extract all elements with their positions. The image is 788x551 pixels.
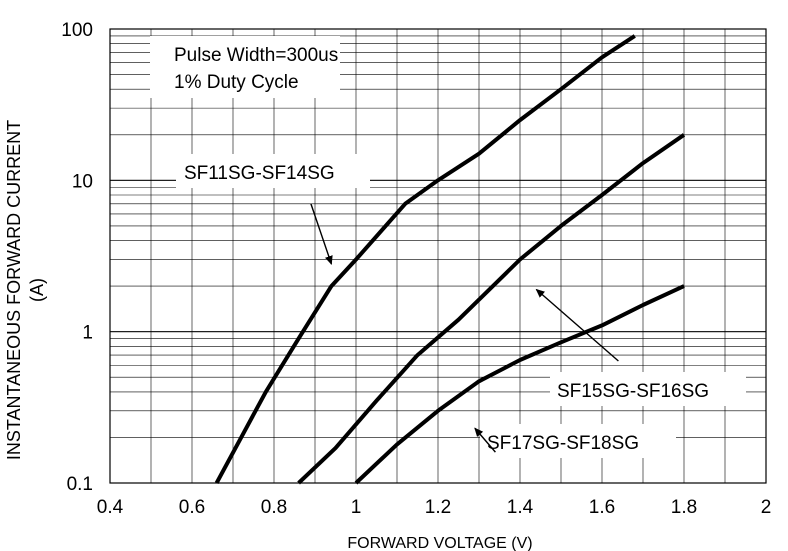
annotation-arrows (310, 203, 619, 453)
annotation-arrow-2 (535, 288, 619, 362)
y-tick-label: 1 (82, 323, 93, 344)
y-axis-label-unit: (A) (27, 278, 47, 302)
x-tick-label: 0.8 (261, 497, 287, 518)
note-line-2: 1% Duty Cycle (174, 72, 299, 93)
series-label-sf15: SF15SG-SF16SG (550, 372, 746, 406)
x-tick-label: 0.4 (97, 497, 124, 518)
x-tick-label: 1 (351, 497, 362, 518)
series-label-sf11: SF11SG-SF14SG (176, 154, 370, 188)
series-label-sf15-text: SF15SG-SF16SG (557, 381, 709, 402)
x-tick-label: 1.8 (671, 497, 697, 518)
curves (214, 34, 686, 485)
plot-frame (109, 28, 767, 484)
grid (110, 29, 766, 483)
note-line-1: Pulse Width=300us (174, 45, 338, 66)
annotation-arrow-1 (310, 203, 333, 265)
series-label-sf11-text: SF11SG-SF14SG (184, 163, 335, 184)
y-tick-label: 0.1 (67, 474, 93, 495)
note-box: Pulse Width=300us 1% Duty Cycle (150, 36, 340, 98)
series-line-3 (354, 284, 685, 485)
y-tick-label: 10 (72, 171, 93, 192)
x-tick-label: 0.6 (179, 497, 205, 518)
series-label-sf17: SF17SG-SF18SG (480, 424, 676, 458)
y-tick-label: 100 (61, 20, 93, 41)
y-axis-label: INSTANTANEOUS FORWARD CURRENT (4, 120, 24, 460)
series-label-sf17-text: SF17SG-SF18SG (487, 433, 639, 454)
series-line-1 (214, 34, 636, 484)
x-axis-label: FORWARD VOLTAGE (V) (347, 535, 532, 551)
annotation-arrow-3 (474, 427, 496, 453)
x-tick-label: 1.2 (425, 497, 451, 518)
series-line-2 (297, 133, 686, 485)
x-tick-label: 2 (761, 497, 772, 518)
tick-labels: 0.4 0.6 0.8 1 1.2 1.4 1.6 1.8 2 0.1 1 10 100 (61, 20, 771, 518)
x-tick-label: 1.4 (507, 497, 534, 518)
x-tick-label: 1.6 (589, 497, 615, 518)
